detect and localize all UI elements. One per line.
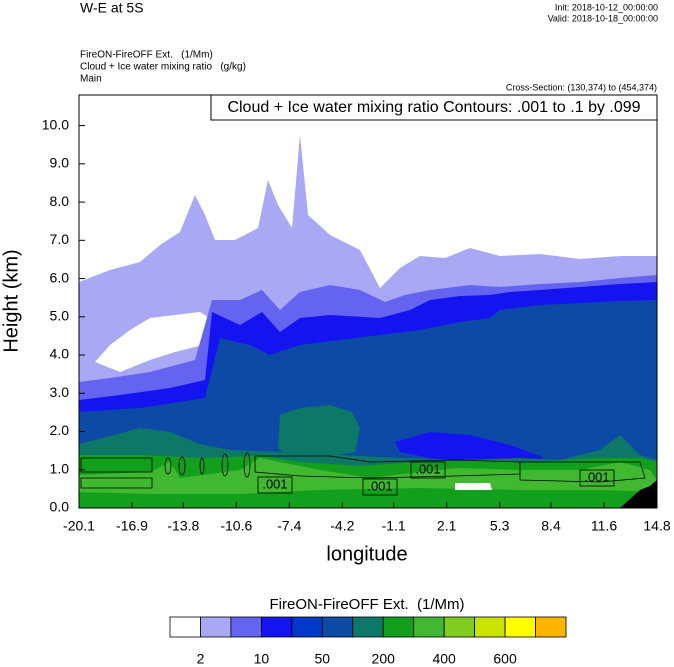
contour-fill bbox=[620, 480, 657, 508]
y-tick-label: 1.0 bbox=[50, 460, 70, 476]
contour-line bbox=[80, 457, 153, 489]
colorbar-label: 600 bbox=[493, 651, 517, 667]
x-axis-label: longitude bbox=[326, 543, 407, 565]
contour-label-box bbox=[362, 478, 398, 496]
colorbar-swatch bbox=[443, 616, 476, 638]
x-tick-label: -7.4 bbox=[277, 518, 301, 534]
y-tick-label: 5.0 bbox=[50, 307, 70, 323]
y-axis-label: Height (km) bbox=[0, 249, 22, 352]
colorbar-label: 200 bbox=[372, 651, 396, 667]
contour-label: .001 bbox=[584, 469, 609, 484]
colorbar-swatch bbox=[382, 616, 415, 638]
colorbar-label: 10 bbox=[254, 651, 270, 667]
contour-labels: .001 .001 .001 .001 bbox=[257, 461, 615, 496]
x-tick-label: 14.8 bbox=[643, 518, 670, 534]
contour-label: .001 bbox=[262, 476, 287, 491]
domain: Main bbox=[80, 74, 102, 85]
init-time: Init: 2018-10-12_00:00:00 bbox=[555, 2, 658, 12]
colorbar-swatch bbox=[260, 616, 293, 638]
x-tick-label: 8.4 bbox=[541, 518, 561, 534]
contour-label-box bbox=[410, 461, 446, 479]
colorbar-label: 400 bbox=[432, 651, 456, 667]
colorbar-title: FireON-FireOFF Ext. (1/Mm) bbox=[270, 596, 465, 613]
colorbar-swatch bbox=[535, 616, 567, 638]
contour-field: Cloud + Ice water mixing ratio (g/kg) bbox=[80, 62, 246, 73]
y-tick-label: 7.0 bbox=[50, 231, 70, 247]
contour-line bbox=[221, 453, 229, 477]
contour-lines bbox=[80, 452, 646, 489]
x-tick-label: -10.6 bbox=[220, 518, 252, 534]
y-tick-label: 8.0 bbox=[50, 193, 70, 209]
y-tick-label: 10.0 bbox=[42, 116, 69, 132]
colorbar-swatch bbox=[200, 616, 232, 638]
contour-label: .001 bbox=[415, 461, 440, 476]
y-tick-label: 6.0 bbox=[50, 269, 70, 285]
colorbar-label: 50 bbox=[315, 651, 331, 667]
contour-line bbox=[199, 457, 205, 475]
contour-line bbox=[164, 457, 172, 475]
contour-fill bbox=[278, 405, 360, 458]
contour-label: .001 bbox=[367, 478, 392, 493]
y-tick-label: 9.0 bbox=[50, 155, 70, 171]
colorbar-swatch bbox=[504, 616, 536, 638]
colorbar-swatch bbox=[321, 616, 354, 638]
y-tick-label: 2.0 bbox=[50, 422, 70, 438]
x-tick-label: -16.9 bbox=[116, 518, 148, 534]
colorbar-swatch bbox=[291, 616, 323, 638]
contour-fill bbox=[95, 312, 213, 372]
contour-line bbox=[178, 456, 186, 476]
info-box bbox=[210, 94, 658, 121]
contour-line bbox=[519, 461, 646, 483]
colorbar-swatch bbox=[169, 616, 201, 638]
x-tick-label: -20.1 bbox=[63, 518, 95, 534]
contour-fill bbox=[79, 488, 657, 508]
y-tick-label: 4.0 bbox=[50, 346, 70, 362]
cross-section: Cross-Section: (130,374) to (454,374) bbox=[506, 82, 657, 92]
colorbar-label: 2 bbox=[197, 651, 205, 667]
x-tick-label: -13.8 bbox=[167, 518, 199, 534]
x-tick-label: 11.6 bbox=[591, 518, 617, 534]
contour-fill bbox=[395, 432, 545, 462]
contour-fills bbox=[79, 135, 657, 508]
x-tick-label: -1.1 bbox=[382, 518, 406, 534]
chart-title: W-E at 5S bbox=[80, 0, 144, 16]
contour-label-box bbox=[257, 476, 293, 494]
valid-time: Valid: 2018-10-18_00:00:00 bbox=[548, 13, 658, 23]
x-tick-label: -4.2 bbox=[330, 518, 354, 534]
x-tick-label: 2.1 bbox=[437, 518, 457, 534]
colorbar-swatch bbox=[413, 616, 445, 638]
contour-label-box bbox=[579, 469, 615, 487]
colorbar-swatch bbox=[474, 616, 506, 638]
colorbar-swatch bbox=[230, 616, 262, 638]
x-tick-label: 5.3 bbox=[490, 518, 510, 534]
contour-line bbox=[243, 452, 251, 478]
y-tick-label: 0.0 bbox=[50, 499, 70, 515]
colorbar-swatch bbox=[352, 616, 384, 638]
fill-field: FireON-FireOFF Ext. (1/Mm) bbox=[80, 50, 213, 61]
contour-info: Cloud + Ice water mixing ratio Contours:… bbox=[227, 99, 640, 116]
contour-fill bbox=[455, 483, 492, 490]
y-tick-label: 3.0 bbox=[50, 384, 70, 400]
